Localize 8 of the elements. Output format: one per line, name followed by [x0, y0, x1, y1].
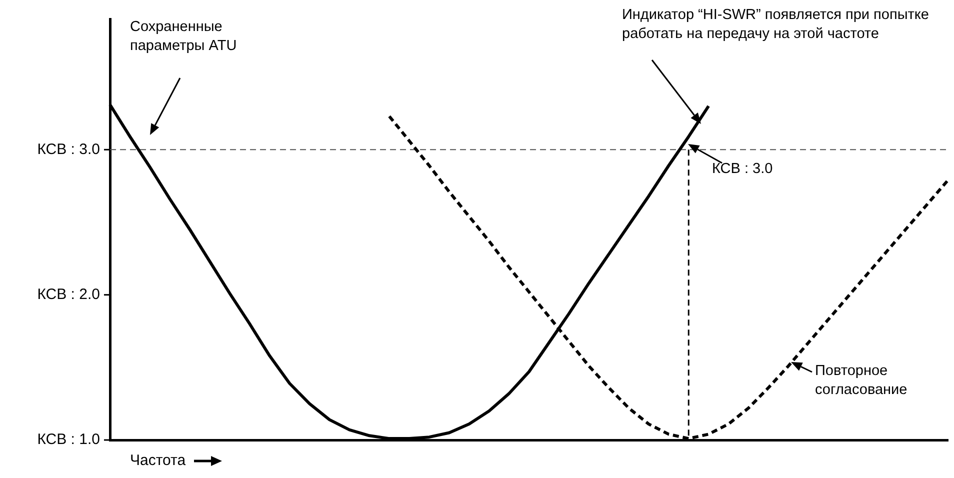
annotation: Повторное согласование: [815, 362, 908, 400]
y-tick-label: КСВ : 1.0: [37, 431, 100, 448]
annotation: Сохраненные параметры ATU: [130, 18, 238, 56]
annotation: Индикатор “HI-SWR” появляется при попытке работать на передачу на этой частоте: [622, 6, 930, 44]
y-tick-label: КСВ : 3.0: [37, 140, 100, 158]
annotation: КСВ : 3.0: [712, 160, 774, 179]
x-axis-title: Частота: [130, 452, 186, 469]
y-tick-label: КСВ : 2.0: [37, 286, 100, 303]
